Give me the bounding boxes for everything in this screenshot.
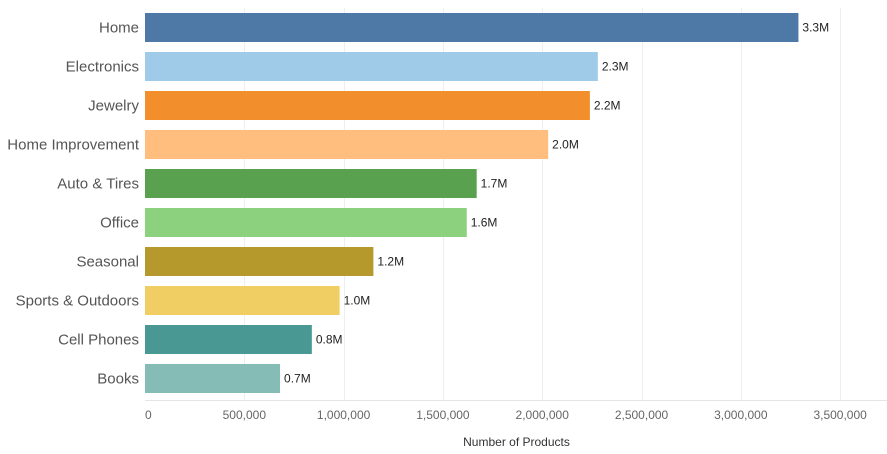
x-axis-ticks: 0 500,000 1,000,000 1,500,000 2,000,000 2,500… [145,408,867,422]
bar-electronics[interactable] [145,52,598,81]
x-axis-title: Number of Products [463,435,570,449]
category-label: Office [100,215,139,232]
bar-seasonal[interactable] [145,247,374,276]
x-tick-label: 1,000,000 [317,408,371,422]
bar-home[interactable] [145,13,799,42]
x-tick-label: 2,000,000 [516,408,570,422]
x-tick-label: 500,000 [223,408,267,422]
bar-auto-tires[interactable] [145,169,477,198]
category-label: Auto & Tires [57,176,139,193]
data-label: 2.3M [602,60,629,74]
data-label: 1.7M [481,177,508,191]
data-label: 2.0M [552,138,579,152]
category-label: Electronics [66,59,139,76]
data-labels: 3.3M 2.3M 2.2M 2.0M 1.7M 1.6M 1.2M 1.0M 0.8M 0.7M [284,21,829,386]
x-tick-label: 1,500,000 [416,408,470,422]
bars [145,13,799,393]
category-label: Home [99,20,139,37]
category-label: Books [97,371,139,388]
bar-jewelry[interactable] [145,91,590,120]
x-tick-label: 3,000,000 [714,408,768,422]
bar-home-improvement[interactable] [145,130,549,159]
category-label: Jewelry [88,98,139,115]
category-labels: Home Electronics Jewelry Home Improvement Au… [7,20,140,388]
data-label: 2.2M [594,99,621,113]
data-label: 3.3M [802,21,829,35]
category-label: Sports & Outdoors [16,293,139,310]
data-label: 0.8M [316,333,343,347]
bar-office[interactable] [145,208,467,237]
bar-cell-phones[interactable] [145,325,312,354]
data-label: 1.2M [377,255,404,269]
category-label: Cell Phones [58,332,139,349]
x-tick-label: 2,500,000 [615,408,669,422]
bar-sports-outdoors[interactable] [145,286,340,315]
bar-books[interactable] [145,364,281,393]
data-label: 1.6M [471,216,498,230]
category-label: Seasonal [76,254,139,271]
data-label: 1.0M [344,294,371,308]
x-tick-label: 0 [145,408,152,422]
x-tick-label: 3,500,000 [813,408,867,422]
category-label: Home Improvement [7,137,140,154]
data-label: 0.7M [284,372,311,386]
